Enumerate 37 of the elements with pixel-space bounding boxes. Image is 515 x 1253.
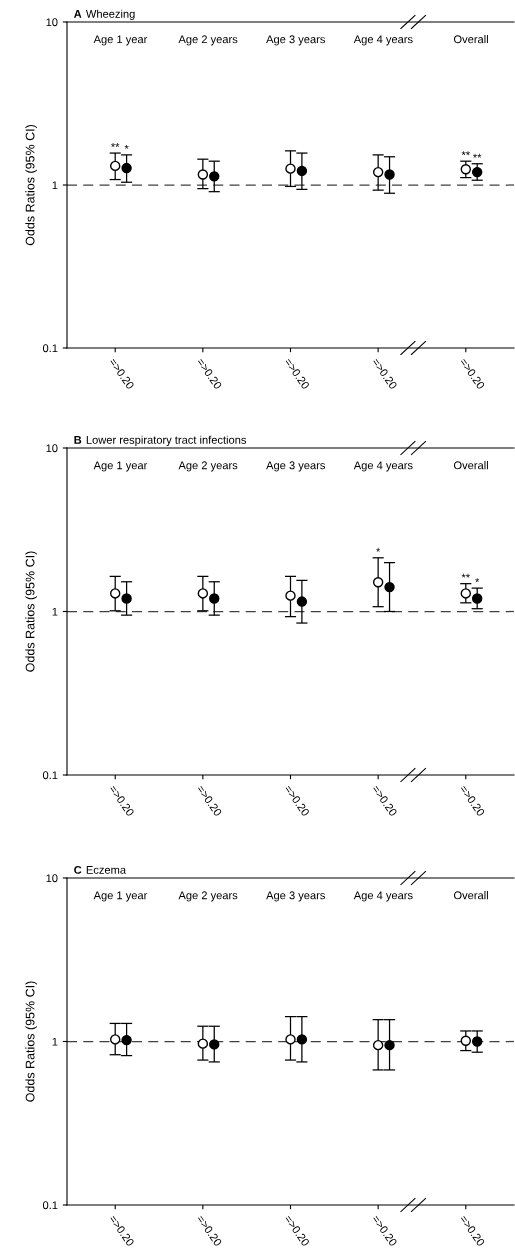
annotation: Age 1 year xyxy=(93,891,148,902)
annotation: Overall xyxy=(453,891,488,900)
data-label: ** xyxy=(461,573,470,578)
y-axis-title: Odds Ratios (95% CI) xyxy=(25,124,37,246)
annotation: Age 2 years xyxy=(178,891,238,902)
y-tick-label: 10 xyxy=(46,874,58,883)
annotation: Age 3 years xyxy=(266,35,326,46)
annotation: Age 2 years xyxy=(178,461,238,472)
annotation: Age 1 year xyxy=(93,461,148,472)
data-label: ** xyxy=(461,151,470,156)
data-label: ** xyxy=(473,153,482,158)
annotation: Overall xyxy=(453,35,488,44)
y-axis-title: Odds Ratios (95% CI) xyxy=(25,551,37,672)
chart-title: C Eczema xyxy=(74,865,127,874)
y-tick-label: 0.1 xyxy=(42,344,58,353)
y-tick-label: 1 xyxy=(52,181,58,190)
y-tick-label: 0.1 xyxy=(42,1201,58,1210)
y-tick-label: 10 xyxy=(46,444,58,453)
y-axis-title: Odds Ratios (95% CI) xyxy=(25,981,37,1102)
annotation: Age 3 years xyxy=(266,891,326,902)
y-tick-label: 1 xyxy=(52,1037,58,1046)
data-label: * xyxy=(124,144,129,149)
annotation: Age 1 year xyxy=(93,35,148,46)
annotation: Age 4 years xyxy=(353,461,413,472)
chart-title: A Wheezing xyxy=(73,9,135,21)
y-tick-label: 0.1 xyxy=(42,771,58,780)
annotation: Age 4 years xyxy=(353,35,413,46)
annotation: Age 2 years xyxy=(178,35,238,46)
data-label: * xyxy=(475,578,480,583)
data-label: * xyxy=(376,547,381,552)
annotation: Age 3 years xyxy=(266,461,326,472)
chart-title: B Lower respiratory tract infections xyxy=(74,435,247,447)
y-tick-label: 10 xyxy=(46,18,58,27)
data-label: ** xyxy=(111,143,120,148)
y-tick-label: 1 xyxy=(52,607,58,616)
annotation: Age 4 years xyxy=(353,891,413,902)
annotation: Overall xyxy=(453,461,488,470)
